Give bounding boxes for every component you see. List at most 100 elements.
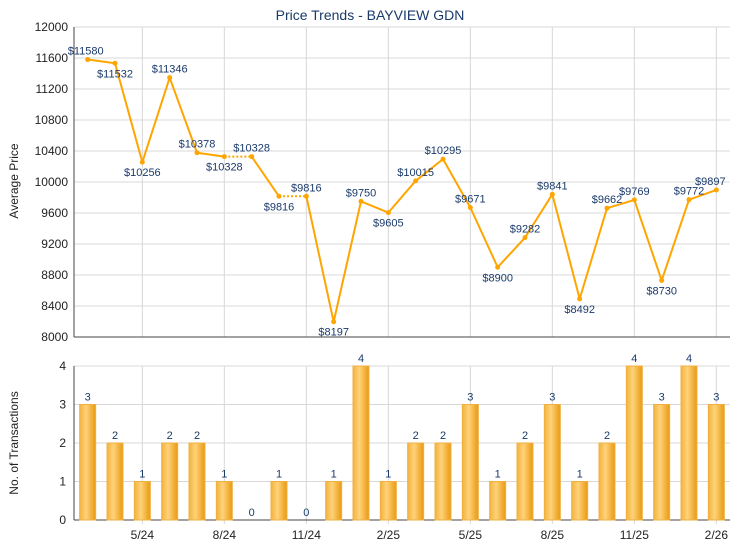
price-line-segment — [606, 198, 635, 210]
price-point-label: $9841 — [537, 180, 568, 192]
transaction-bar-label: 2 — [522, 430, 528, 442]
price-y-axis-label: Average Price — [7, 143, 21, 218]
transaction-bar-label: 1 — [139, 469, 145, 481]
transaction-bar-label: 1 — [385, 469, 391, 481]
price-point — [194, 150, 200, 156]
x-tick-label: 2/26 — [705, 528, 729, 542]
x-tick-label: 5/24 — [131, 528, 155, 542]
price-point-label: $8900 — [482, 272, 513, 284]
price-y-tick-label: 10800 — [35, 113, 69, 127]
transaction-bar-label: 1 — [495, 469, 501, 481]
transactions-y-tick-label: 1 — [59, 475, 66, 489]
transaction-bar-label: 3 — [85, 392, 91, 404]
transaction-bar — [161, 442, 179, 521]
transaction-bar-label: 2 — [413, 430, 419, 442]
transactions-y-tick-label: 0 — [59, 513, 66, 527]
transaction-bar-label: 0 — [303, 507, 309, 519]
transaction-bar — [434, 442, 452, 521]
price-point-label: $11532 — [97, 68, 133, 80]
price-point — [85, 57, 91, 63]
price-point — [413, 178, 419, 184]
price-point — [659, 277, 665, 283]
price-point — [331, 319, 337, 325]
price-point — [385, 210, 391, 216]
price-line-segment — [114, 63, 144, 163]
price-line-segment — [141, 77, 171, 163]
transaction-bar — [489, 481, 507, 521]
price-point — [276, 193, 282, 199]
price-y-tick-label: 8400 — [41, 299, 68, 313]
price-point-label: $10295 — [425, 145, 462, 157]
price-point — [139, 159, 145, 165]
price-line-segment — [168, 77, 198, 154]
transactions-y-tick-label: 4 — [59, 359, 66, 373]
price-line-segment — [360, 200, 389, 214]
price-point — [577, 296, 583, 302]
price-point-label: $8197 — [318, 327, 349, 339]
transaction-bar — [106, 442, 124, 521]
price-point-label: $10015 — [397, 167, 434, 179]
transactions-y-axis-label: No. of Transactions — [7, 391, 21, 494]
transactions-y-tick-label: 2 — [59, 436, 66, 450]
price-point — [713, 187, 719, 193]
price-point-label: $9772 — [674, 186, 705, 198]
price-point-label: $9750 — [346, 187, 377, 199]
price-line-segment — [442, 158, 472, 208]
price-point — [112, 60, 118, 66]
transaction-bar — [516, 442, 534, 521]
transaction-bar-label: 2 — [112, 430, 118, 442]
transaction-bar — [707, 404, 725, 521]
transaction-bar — [215, 481, 233, 521]
price-point — [303, 193, 309, 199]
price-point-label: $8730 — [646, 285, 677, 297]
transaction-bar — [680, 365, 698, 521]
transaction-bar — [461, 404, 479, 521]
price-point-label: $9605 — [373, 218, 404, 230]
price-line-segment — [87, 58, 116, 65]
price-line-segment — [578, 207, 608, 300]
price-point-label: $9816 — [264, 201, 295, 213]
price-line-segment — [332, 201, 362, 322]
price-line-segment — [196, 151, 225, 158]
x-tick-label: 2/25 — [377, 528, 401, 542]
x-tick-label: 8/25 — [541, 528, 565, 542]
transaction-bar-label: 4 — [686, 353, 692, 365]
price-y-tick-label: 8800 — [41, 268, 68, 282]
price-point — [686, 197, 692, 203]
transaction-bar — [407, 442, 425, 521]
transaction-bar-label: 2 — [194, 430, 200, 442]
transaction-bar-label: 3 — [549, 392, 555, 404]
price-point — [249, 154, 255, 160]
price-y-tick-label: 10000 — [35, 175, 69, 189]
price-point-label: $11580 — [68, 46, 104, 58]
price-point — [604, 205, 610, 211]
transaction-bar-label: 3 — [659, 392, 665, 404]
price-point-label: $11346 — [152, 64, 188, 76]
transaction-bar — [325, 481, 343, 521]
price-point — [522, 235, 528, 241]
transaction-bar — [188, 442, 206, 521]
chart-title: Price Trends - BAYVIEW GDN — [276, 7, 465, 23]
price-point — [495, 264, 501, 270]
price-line-segment — [387, 180, 417, 214]
price-line-segment — [250, 156, 280, 197]
price-line-segment — [660, 199, 690, 281]
x-tick-label: 8/24 — [213, 528, 237, 542]
transaction-bar-label: 1 — [331, 469, 337, 481]
price-point — [440, 156, 446, 162]
price-y-tick-label: 11600 — [36, 51, 69, 65]
price-point — [358, 198, 364, 204]
x-tick-label: 11/25 — [620, 528, 649, 542]
x-tick-label: 5/25 — [459, 528, 483, 542]
price-point-label: $10378 — [179, 139, 216, 151]
transaction-bar-label: 0 — [249, 507, 255, 519]
price-point — [221, 154, 227, 160]
transaction-bar-label: 4 — [358, 353, 364, 365]
price-line-segment — [469, 207, 499, 268]
price-point-label: $8492 — [564, 304, 595, 316]
transaction-bar-label: 1 — [577, 469, 583, 481]
price-y-tick-label: 10400 — [35, 144, 69, 158]
transaction-bar-label: 2 — [440, 430, 446, 442]
